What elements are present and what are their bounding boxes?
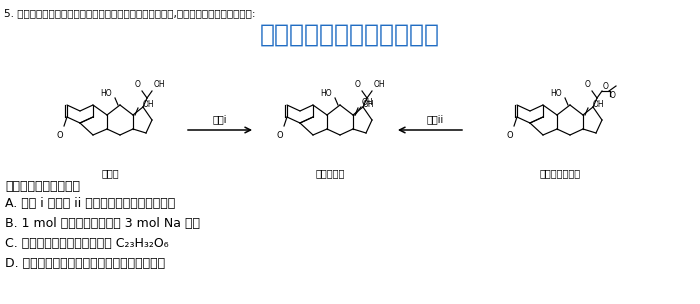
Text: 下列有关说法错误的是: 下列有关说法错误的是 <box>5 180 80 193</box>
Text: C. 醛酸氢化可的松的分子式为 C₂₃H₃₂O₆: C. 醛酸氢化可的松的分子式为 C₂₃H₃₂O₆ <box>5 237 169 250</box>
Text: O: O <box>585 80 591 89</box>
Text: O: O <box>355 80 361 89</box>
Text: OH: OH <box>362 98 374 107</box>
Text: O: O <box>57 131 63 140</box>
Text: OH: OH <box>154 80 166 89</box>
Text: A. 反应 i 和反应 ii 分别为加成反应和水解反应: A. 反应 i 和反应 ii 分别为加成反应和水解反应 <box>5 197 175 210</box>
Text: O: O <box>603 82 609 91</box>
Text: OH: OH <box>363 100 374 109</box>
Text: HO: HO <box>550 89 562 98</box>
Text: 醛酸氢化可的松: 醛酸氢化可的松 <box>540 168 580 178</box>
Text: O: O <box>135 80 141 89</box>
Text: B. 1 mol 氢化可的松可以与 3 mol Na 反应: B. 1 mol 氢化可的松可以与 3 mol Na 反应 <box>5 217 200 230</box>
Text: 5. 氢化可的松是肾上腺皮质分泌的类固醇激素或糖皮质激素,可以通过如不两种途径得到:: 5. 氢化可的松是肾上腺皮质分泌的类固醇激素或糖皮质激素,可以通过如不两种途径得… <box>4 8 255 18</box>
Text: 微信公众号关注：趣找答案: 微信公众号关注：趣找答案 <box>260 23 440 47</box>
Text: OH: OH <box>593 100 605 109</box>
Text: 反应ii: 反应ii <box>426 114 444 124</box>
Text: HO: HO <box>100 89 112 98</box>
Text: HO: HO <box>320 89 332 98</box>
Text: O: O <box>507 131 513 140</box>
Text: 反应i: 反应i <box>213 114 228 124</box>
Text: 可的松: 可的松 <box>102 168 119 178</box>
Text: O: O <box>276 131 284 140</box>
Text: D. 以上三种有机物具有相同数目的手性碳原子: D. 以上三种有机物具有相同数目的手性碳原子 <box>5 257 165 270</box>
Text: 氢化可的松: 氢化可的松 <box>315 168 344 178</box>
Text: O: O <box>610 91 616 100</box>
Text: OH: OH <box>143 100 155 109</box>
Text: OH: OH <box>374 80 386 89</box>
